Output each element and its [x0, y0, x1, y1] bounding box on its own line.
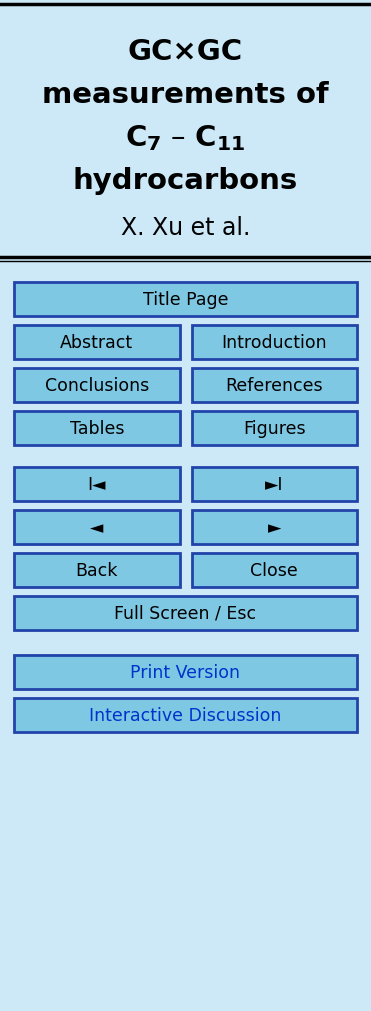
FancyBboxPatch shape	[14, 326, 180, 360]
FancyBboxPatch shape	[191, 553, 357, 587]
Text: measurements of: measurements of	[42, 81, 329, 109]
FancyBboxPatch shape	[14, 467, 180, 501]
Text: Full Screen / Esc: Full Screen / Esc	[114, 605, 257, 623]
FancyBboxPatch shape	[14, 655, 357, 690]
FancyBboxPatch shape	[191, 467, 357, 501]
FancyBboxPatch shape	[14, 283, 357, 316]
Text: Interactive Discussion: Interactive Discussion	[89, 707, 282, 724]
Text: Title Page: Title Page	[143, 291, 228, 308]
Text: References: References	[226, 377, 323, 394]
FancyBboxPatch shape	[14, 411, 180, 446]
Text: I◄: I◄	[88, 475, 106, 493]
Text: ►: ►	[267, 519, 281, 537]
Text: GC×GC: GC×GC	[128, 38, 243, 66]
Text: $\mathbf{C_7}$ – $\mathbf{C_{11}}$: $\mathbf{C_7}$ – $\mathbf{C_{11}}$	[125, 123, 246, 153]
FancyBboxPatch shape	[191, 411, 357, 446]
FancyBboxPatch shape	[191, 369, 357, 402]
FancyBboxPatch shape	[14, 553, 180, 587]
Text: Introduction: Introduction	[221, 334, 327, 352]
Text: Tables: Tables	[69, 420, 124, 438]
FancyBboxPatch shape	[191, 326, 357, 360]
FancyBboxPatch shape	[14, 596, 357, 631]
FancyBboxPatch shape	[191, 511, 357, 545]
Text: Back: Back	[76, 561, 118, 579]
Text: Close: Close	[250, 561, 298, 579]
FancyBboxPatch shape	[14, 369, 180, 402]
FancyBboxPatch shape	[14, 699, 357, 732]
Text: ◄: ◄	[90, 519, 104, 537]
Text: Abstract: Abstract	[60, 334, 133, 352]
Text: Print Version: Print Version	[131, 663, 240, 681]
Text: hydrocarbons: hydrocarbons	[73, 167, 298, 195]
Text: Figures: Figures	[243, 420, 306, 438]
Text: Conclusions: Conclusions	[45, 377, 149, 394]
Text: X. Xu et al.: X. Xu et al.	[121, 215, 250, 240]
FancyBboxPatch shape	[14, 511, 180, 545]
Text: ►I: ►I	[265, 475, 283, 493]
